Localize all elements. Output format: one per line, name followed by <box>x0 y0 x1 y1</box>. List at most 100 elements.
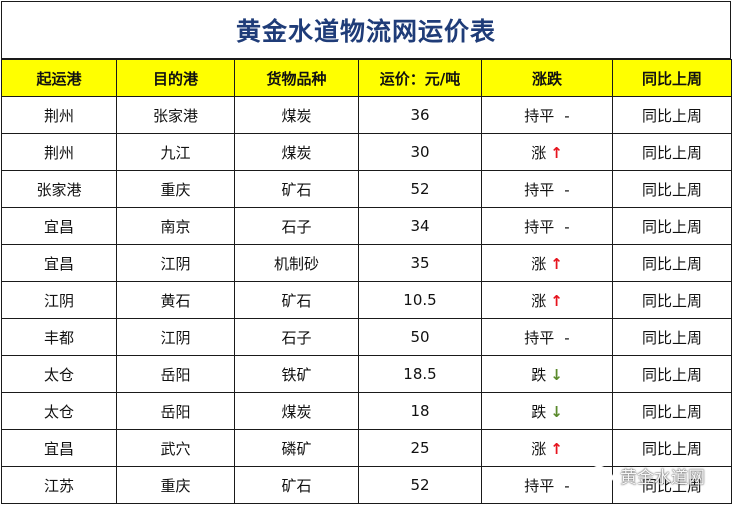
cell-change: 持平 - <box>481 207 613 245</box>
change-label: 涨 <box>531 143 547 162</box>
cell-freight-rate: 36 <box>358 96 482 134</box>
header-freight-rate: 运价：元/吨 <box>358 59 482 97</box>
cell-week-compare: 同比上周 <box>612 429 732 467</box>
cell-origin-port: 宜昌 <box>1 429 117 467</box>
cell-cargo-type: 煤炭 <box>234 133 359 171</box>
cell-origin-port: 江阴 <box>1 281 117 319</box>
change-label: 持平 <box>524 106 555 125</box>
cell-destination-port: 重庆 <box>116 466 235 504</box>
cell-cargo-type: 石子 <box>234 318 359 356</box>
cell-origin-port: 丰都 <box>1 318 117 356</box>
cell-origin-port: 宜昌 <box>1 207 117 245</box>
table-row: 荆州 张家港 煤炭 36 持平 - 同比上周 <box>1 96 732 134</box>
arrow-up-icon: ↑ <box>550 254 563 273</box>
cell-freight-rate: 10.5 <box>358 281 482 319</box>
dash-icon: - <box>564 106 570 125</box>
cell-cargo-type: 煤炭 <box>234 96 359 134</box>
cell-destination-port: 南京 <box>116 207 235 245</box>
table-row: 荆州 九江 煤炭 30 涨 ↑ 同比上周 <box>1 133 732 171</box>
watermark: 黄金水道网 <box>590 462 705 488</box>
cell-cargo-type: 矿石 <box>234 466 359 504</box>
cell-freight-rate: 35 <box>358 244 482 282</box>
change-label: 持平 <box>524 476 555 495</box>
cell-destination-port: 九江 <box>116 133 235 171</box>
cell-cargo-type: 煤炭 <box>234 392 359 430</box>
cell-change: 涨 ↑ <box>481 281 613 319</box>
arrow-down-icon: ↓ <box>550 365 563 384</box>
table-body: 荆州 张家港 煤炭 36 持平 - 同比上周 荆州 九江 煤炭 30 涨 ↑ 同比上周 张家港 重庆 矿石 52 持… <box>1 96 732 504</box>
change-label: 涨 <box>531 291 547 310</box>
change-label: 涨 <box>531 254 547 273</box>
table-row: 江苏 重庆 矿石 52 持平 - 同比上周 <box>1 466 732 504</box>
dash-icon: - <box>564 217 570 236</box>
cell-week-compare: 同比上周 <box>612 392 732 430</box>
cell-freight-rate: 52 <box>358 170 482 208</box>
arrow-down-icon: ↓ <box>550 402 563 421</box>
cell-change: 跌 ↓ <box>481 355 613 393</box>
cell-week-compare: 同比上周 <box>612 96 732 134</box>
rate-table: 起运港 目的港 货物品种 运价：元/吨 涨跌 同比上周 荆州 张家港 煤炭 36 持平 -… <box>1 59 732 504</box>
table-row: 江阴 黄石 矿石 10.5 涨 ↑ 同比上周 <box>1 281 732 319</box>
wechat-icon <box>590 465 614 484</box>
change-label: 跌 <box>531 402 547 421</box>
cell-change: 涨 ↑ <box>481 133 613 171</box>
cell-origin-port: 荆州 <box>1 96 117 134</box>
table-row: 宜昌 南京 石子 34 持平 - 同比上周 <box>1 207 732 245</box>
cell-change: 持平 - <box>481 170 613 208</box>
cell-origin-port: 荆州 <box>1 133 117 171</box>
cell-week-compare: 同比上周 <box>612 170 732 208</box>
cell-cargo-type: 机制砂 <box>234 244 359 282</box>
table-row: 丰都 江阴 石子 50 持平 - 同比上周 <box>1 318 732 356</box>
cell-week-compare: 同比上周 <box>612 281 732 319</box>
cell-week-compare: 同比上周 <box>612 133 732 171</box>
watermark-text: 黄金水道网 <box>620 467 705 488</box>
cell-cargo-type: 铁矿 <box>234 355 359 393</box>
cell-cargo-type: 矿石 <box>234 170 359 208</box>
cell-week-compare: 同比上周 <box>612 318 732 356</box>
cell-week-compare: 同比上周 <box>612 244 732 282</box>
cell-change: 持平 - <box>481 318 613 356</box>
cell-origin-port: 太仓 <box>1 355 117 393</box>
cell-origin-port: 张家港 <box>1 170 117 208</box>
cell-freight-rate: 18.5 <box>358 355 482 393</box>
cell-change: 跌 ↓ <box>481 392 613 430</box>
cell-origin-port: 宜昌 <box>1 244 117 282</box>
cell-destination-port: 重庆 <box>116 170 235 208</box>
cell-destination-port: 江阴 <box>116 244 235 282</box>
cell-origin-port: 江苏 <box>1 466 117 504</box>
change-label: 跌 <box>531 365 547 384</box>
cell-destination-port: 岳阳 <box>116 355 235 393</box>
header-origin-port: 起运港 <box>1 59 117 97</box>
table-row: 宜昌 江阴 机制砂 35 涨 ↑ 同比上周 <box>1 244 732 282</box>
header-week-compare: 同比上周 <box>612 59 732 97</box>
cell-destination-port: 武穴 <box>116 429 235 467</box>
change-label: 持平 <box>524 328 555 347</box>
cell-cargo-type: 磷矿 <box>234 429 359 467</box>
table-row: 太仓 岳阳 铁矿 18.5 跌 ↓ 同比上周 <box>1 355 732 393</box>
title-row: 黄金水道物流网运价表 <box>1 1 731 59</box>
cell-destination-port: 张家港 <box>116 96 235 134</box>
cell-week-compare: 同比上周 <box>612 207 732 245</box>
cell-freight-rate: 34 <box>358 207 482 245</box>
header-change: 涨跌 <box>481 59 613 97</box>
cell-cargo-type: 石子 <box>234 207 359 245</box>
cell-destination-port: 江阴 <box>116 318 235 356</box>
cell-freight-rate: 30 <box>358 133 482 171</box>
table-row: 张家港 重庆 矿石 52 持平 - 同比上周 <box>1 170 732 208</box>
table-row: 太仓 岳阳 煤炭 18 跌 ↓ 同比上周 <box>1 392 732 430</box>
header-destination-port: 目的港 <box>116 59 235 97</box>
dash-icon: - <box>564 476 570 495</box>
cell-destination-port: 岳阳 <box>116 392 235 430</box>
change-label: 持平 <box>524 180 555 199</box>
header-row: 起运港 目的港 货物品种 运价：元/吨 涨跌 同比上周 <box>1 59 732 97</box>
cell-origin-port: 太仓 <box>1 392 117 430</box>
cell-freight-rate: 18 <box>358 392 482 430</box>
cell-week-compare: 同比上周 <box>612 466 732 504</box>
cell-week-compare: 同比上周 <box>612 355 732 393</box>
arrow-up-icon: ↑ <box>550 291 563 310</box>
cell-change: 持平 - <box>481 96 613 134</box>
cell-change: 涨 ↑ <box>481 429 613 467</box>
arrow-up-icon: ↑ <box>550 143 563 162</box>
cell-freight-rate: 50 <box>358 318 482 356</box>
